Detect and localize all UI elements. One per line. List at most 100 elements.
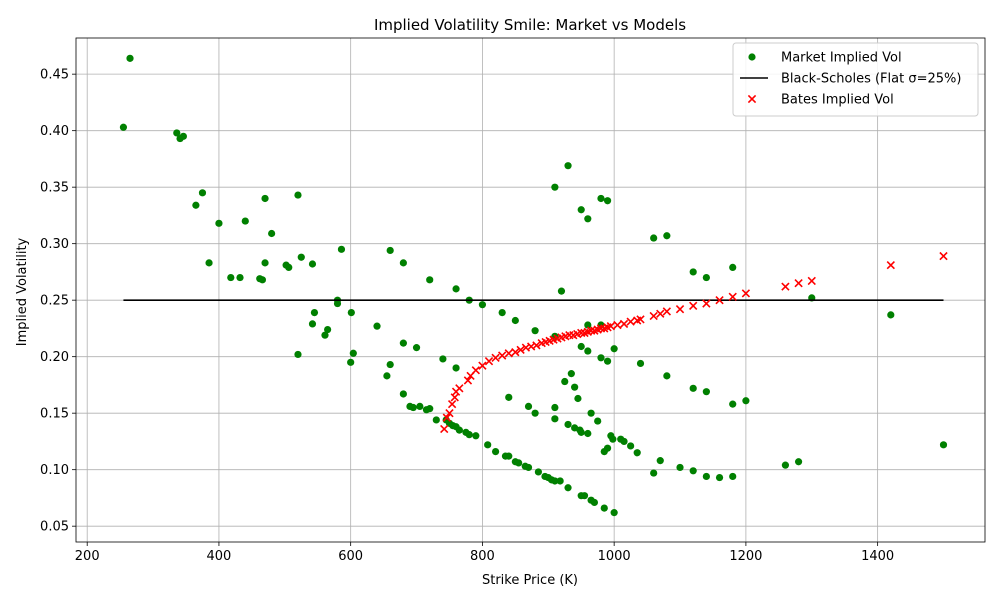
bates-iv-point — [504, 349, 513, 358]
market-iv-point — [597, 354, 605, 362]
x-axis-label: Strike Price (K) — [482, 573, 578, 588]
bates-iv-point — [656, 309, 665, 318]
legend-circle-marker — [748, 53, 756, 61]
market-iv-point — [577, 206, 585, 214]
market-iv-point — [561, 377, 569, 386]
plot-series — [119, 54, 948, 517]
y-tick-label: 0.10 — [40, 463, 69, 478]
market-iv-point — [603, 197, 612, 205]
y-tick-label: 0.05 — [40, 520, 69, 535]
market-iv-point — [452, 364, 460, 372]
market-iv-point — [347, 358, 355, 366]
market-iv-point — [426, 276, 434, 284]
market-iv-point — [412, 344, 421, 352]
market-iv-point — [571, 383, 579, 391]
market-iv-point — [729, 472, 737, 481]
bates-iv-point — [702, 299, 711, 308]
market-iv-point — [198, 189, 207, 197]
market-iv-point — [349, 349, 357, 357]
market-iv-point — [119, 123, 128, 131]
market-iv-point — [939, 441, 948, 449]
market-iv-point — [173, 129, 181, 137]
bates-iv-point — [606, 321, 616, 331]
y-tick-label: 0.15 — [40, 407, 69, 422]
bates-iv-point — [626, 317, 635, 326]
market-iv-point — [580, 492, 589, 500]
market-iv-point — [179, 132, 187, 140]
market-iv-point — [689, 384, 697, 392]
bates-iv-point — [516, 345, 525, 355]
bates-iv-point — [596, 324, 606, 333]
bates-iv-point — [484, 357, 494, 366]
market-iv-point — [399, 259, 407, 267]
market-iv-point — [600, 504, 608, 512]
bates-iv-point — [619, 319, 629, 329]
bates-iv-point — [675, 305, 685, 314]
bates-iv-point — [662, 307, 672, 316]
market-iv-point — [597, 194, 605, 203]
market-iv-point — [524, 463, 533, 472]
y-tick-label: 0.40 — [40, 124, 69, 139]
bates-iv-point — [447, 399, 457, 409]
bates-iv-point — [478, 361, 487, 370]
market-iv-point — [452, 285, 460, 293]
bates-iv-point — [649, 311, 658, 321]
market-iv-point — [594, 417, 602, 425]
market-iv-point — [663, 232, 671, 240]
market-iv-point — [383, 372, 391, 380]
bates-iv-point — [636, 315, 645, 324]
market-iv-point — [636, 359, 645, 368]
market-iv-point — [603, 357, 612, 365]
market-iv-point — [285, 263, 293, 271]
market-iv-point — [715, 473, 724, 482]
market-iv-point — [627, 442, 635, 450]
market-iv-point — [531, 409, 539, 417]
market-iv-point — [399, 339, 407, 347]
bates-iv-point — [939, 251, 948, 261]
market-iv-point — [650, 234, 658, 242]
bates-iv-point — [440, 424, 449, 434]
x-tick-label: 1200 — [729, 549, 762, 564]
market-iv-point — [308, 320, 317, 328]
market-iv-point — [781, 461, 790, 469]
bates-iv-point — [442, 413, 452, 422]
legend-entry-label: Market Implied Vol — [781, 51, 902, 66]
y-tick-label: 0.20 — [40, 350, 69, 365]
bates-iv-point — [689, 301, 698, 310]
market-iv-point — [584, 215, 592, 223]
bates-iv-point — [794, 279, 803, 288]
market-iv-point — [484, 441, 492, 449]
market-iv-point — [439, 355, 447, 363]
y-tick-label: 0.25 — [40, 294, 69, 309]
market-iv-point — [590, 498, 598, 507]
market-iv-point — [236, 273, 244, 282]
bates-iv-point — [455, 384, 464, 393]
market-iv-point — [258, 276, 267, 284]
market-iv-point — [656, 457, 664, 465]
market-iv-point — [574, 394, 582, 403]
market-iv-point — [729, 400, 737, 408]
x-tick-label: 1400 — [861, 549, 894, 564]
legend: Market Implied Vol Black-Scholes (Flat σ=… — [732, 42, 979, 117]
market-iv-point — [610, 345, 618, 353]
y-tick-label: 0.30 — [40, 237, 69, 252]
market-iv-point — [702, 472, 710, 481]
market-iv-point — [524, 402, 533, 410]
market-iv-point — [702, 388, 710, 396]
market-iv-point — [551, 183, 559, 191]
market-iv-point — [663, 372, 671, 380]
bates-iv-point — [586, 326, 596, 335]
bates-iv-point — [577, 328, 586, 338]
market-iv-point — [268, 229, 276, 238]
market-iv-point — [577, 342, 585, 351]
market-iv-point — [551, 477, 559, 485]
legend-entry-label: Black-Scholes (Flat σ=25%) — [781, 72, 961, 87]
market-iv-point — [584, 321, 592, 329]
bates-iv-point — [445, 409, 454, 418]
market-iv-point — [564, 420, 572, 429]
market-iv-point — [887, 311, 895, 319]
x-tick-label: 800 — [470, 549, 495, 564]
bates-iv-point — [807, 276, 816, 286]
market-iv-point — [192, 201, 200, 209]
